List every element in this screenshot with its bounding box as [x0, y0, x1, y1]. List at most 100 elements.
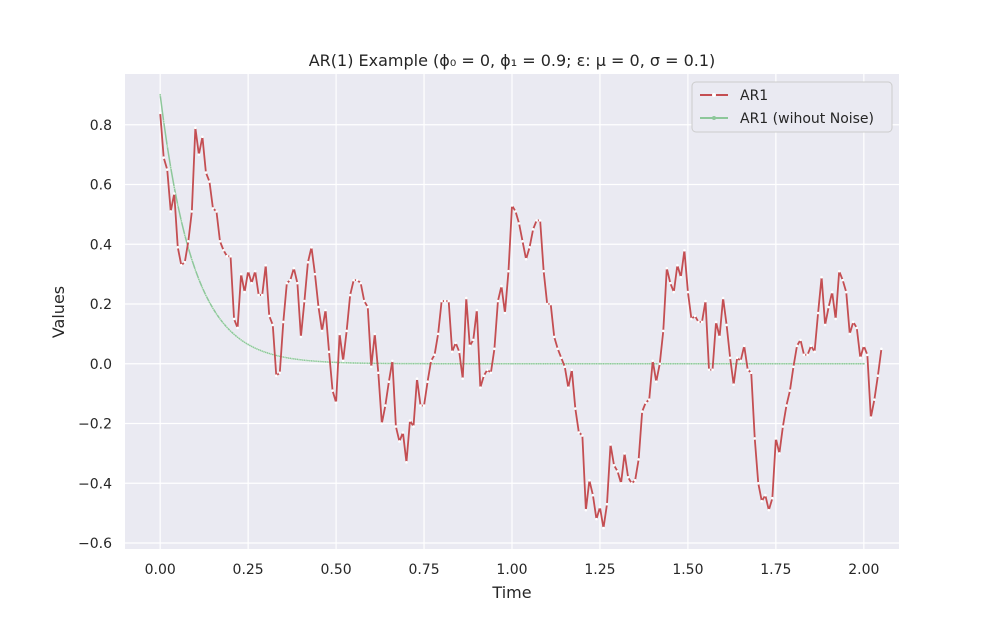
- data-point-ar1: [225, 254, 229, 258]
- data-point-ar1: [475, 308, 479, 312]
- data-point-no-noise: [493, 362, 496, 366]
- data-point-ar1: [792, 365, 795, 369]
- y-tick-label: 0.2: [90, 297, 112, 313]
- x-tick-label: 1.25: [584, 562, 615, 578]
- data-point-ar1: [454, 341, 458, 345]
- chart-title: AR(1) Example (ϕ₀ = 0, ϕ₁ = 0.9; ε: μ = …: [309, 51, 716, 70]
- data-point-no-noise: [197, 278, 201, 281]
- data-point-no-noise: [211, 307, 215, 310]
- data-point-no-noise: [398, 362, 401, 365]
- data-point-no-noise: [535, 362, 538, 366]
- data-point-ar1: [577, 431, 581, 434]
- data-point-ar1: [764, 493, 767, 497]
- data-point-no-noise: [626, 362, 630, 366]
- data-point-no-noise: [732, 362, 735, 366]
- data-point-ar1: [267, 314, 271, 318]
- data-point-no-noise: [514, 362, 517, 366]
- data-point-ar1: [493, 347, 496, 351]
- data-point-no-noise: [253, 346, 257, 350]
- data-point-ar1: [584, 508, 588, 512]
- data-point-no-noise: [669, 362, 672, 366]
- data-point-no-noise: [665, 362, 669, 366]
- data-point-ar1: [595, 517, 598, 521]
- data-point-no-noise: [468, 362, 472, 366]
- data-point-ar1: [366, 305, 370, 309]
- data-point-ar1: [728, 356, 732, 360]
- data-point-no-noise: [742, 362, 746, 366]
- data-point-ar1: [693, 314, 697, 318]
- data-point-ar1: [201, 135, 204, 139]
- data-point-no-noise: [756, 362, 760, 366]
- data-point-no-noise: [816, 362, 820, 366]
- data-point-ar1: [197, 153, 201, 156]
- data-point-ar1: [179, 263, 183, 267]
- data-point-ar1: [183, 260, 187, 264]
- data-point-no-noise: [538, 362, 542, 366]
- data-point-no-noise: [644, 362, 647, 366]
- x-tick-label: 2.00: [848, 562, 879, 578]
- data-point-no-noise: [595, 362, 598, 366]
- data-point-no-noise: [654, 362, 658, 366]
- data-point-ar1: [422, 404, 426, 407]
- data-point-ar1: [380, 422, 384, 425]
- data-point-no-noise: [380, 362, 384, 365]
- data-point-no-noise: [785, 362, 788, 366]
- series-layer: [158, 93, 883, 530]
- data-point-ar1: [496, 299, 500, 303]
- data-point-no-noise: [331, 360, 334, 364]
- data-point-no-noise: [482, 362, 486, 366]
- data-point-ar1: [795, 344, 799, 348]
- data-point-no-noise: [609, 362, 612, 366]
- data-point-no-noise: [521, 362, 524, 366]
- data-point-no-noise: [500, 362, 503, 366]
- data-point-ar1: [774, 437, 778, 440]
- data-point-no-noise: [588, 362, 591, 366]
- data-point-ar1: [345, 329, 348, 333]
- data-point-no-noise: [475, 362, 479, 366]
- data-point-ar1: [500, 284, 503, 288]
- data-point-no-noise: [158, 93, 162, 97]
- data-point-ar1: [830, 290, 834, 294]
- data-point-ar1: [535, 219, 538, 222]
- data-point-no-noise: [683, 362, 686, 366]
- data-point-no-noise: [183, 233, 187, 237]
- y-tick-label: −0.6: [78, 536, 112, 552]
- x-axis-label: Time: [491, 583, 531, 602]
- data-point-no-noise: [837, 362, 841, 366]
- data-point-ar1: [626, 476, 630, 479]
- data-point-no-noise: [267, 352, 271, 355]
- data-point-ar1: [190, 210, 194, 213]
- data-point-ar1: [809, 344, 813, 348]
- data-point-ar1: [574, 407, 577, 410]
- data-point-ar1: [246, 269, 250, 273]
- data-point-no-noise: [190, 258, 194, 261]
- data-point-ar1: [447, 299, 450, 303]
- data-point-no-noise: [496, 362, 500, 366]
- data-point-ar1: [609, 443, 612, 446]
- data-point-no-noise: [697, 362, 700, 366]
- data-point-ar1: [714, 320, 718, 324]
- data-point-no-noise: [753, 362, 757, 366]
- data-point-no-noise: [778, 362, 781, 366]
- data-point-no-noise: [844, 362, 848, 366]
- data-point-ar1: [711, 368, 714, 372]
- data-point-no-noise: [239, 338, 243, 342]
- data-point-ar1: [489, 371, 493, 375]
- data-point-ar1: [549, 302, 552, 306]
- data-point-no-noise: [454, 362, 458, 366]
- data-point-ar1: [514, 210, 517, 213]
- data-point-ar1: [341, 359, 345, 363]
- data-point-no-noise: [771, 362, 774, 366]
- series-ar1: [158, 111, 883, 530]
- data-point-ar1: [450, 350, 454, 354]
- data-point-no-noise: [612, 362, 616, 366]
- data-point-no-noise: [679, 362, 683, 366]
- data-point-no-noise: [169, 166, 173, 170]
- data-point-ar1: [612, 464, 616, 467]
- data-point-ar1: [661, 329, 665, 333]
- data-point-ar1: [479, 386, 482, 389]
- data-point-no-noise: [598, 362, 602, 366]
- data-point-ar1: [559, 356, 563, 360]
- data-point-ar1: [742, 344, 746, 348]
- data-point-no-noise: [162, 120, 165, 124]
